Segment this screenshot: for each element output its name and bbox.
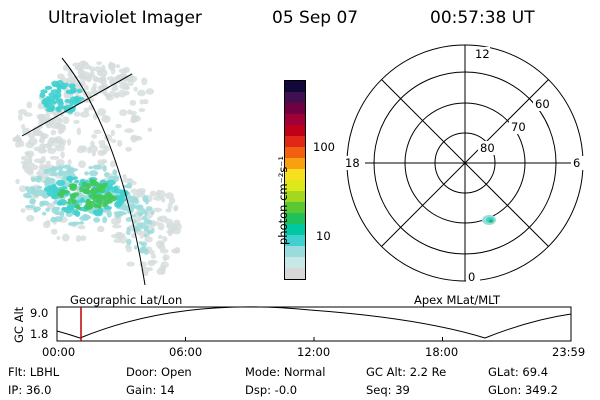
colorbar-segment [285, 202, 305, 213]
colorbar [284, 80, 306, 280]
polar-ring-70 [404, 102, 526, 224]
mlat-label-80: 80 [480, 141, 495, 155]
time-tick-0600: 06:00 [169, 345, 203, 359]
status-gain: Gain: 14 [126, 383, 175, 397]
colorbar-segment [285, 125, 305, 136]
colorbar-segment [285, 147, 305, 158]
altitude-curve [56, 306, 572, 339]
time-tick-2359: 23:59 [552, 345, 586, 359]
mlt-label-6: 6 [573, 156, 581, 170]
altitude-ytick-9: 9.0 [30, 306, 49, 320]
geographic-lat-lon-label: Geographic Lat/Lon [70, 293, 183, 307]
colorbar-segment [285, 180, 305, 191]
colorbar-segment [285, 81, 305, 92]
colorbar-unit-label: photon cm⁻²s⁻¹ [276, 156, 290, 245]
mlat-label-60: 60 [535, 97, 550, 111]
polar-ring-outer [346, 44, 584, 282]
geographic-latitude-line [21, 73, 133, 137]
observation-time: 00:57:38 UT [430, 8, 535, 28]
colorbar-segment [285, 224, 305, 235]
colorbar-segment [285, 191, 305, 202]
mlat-label-70: 70 [511, 120, 526, 134]
colorbar-segment [285, 169, 305, 180]
colorbar-segment [285, 213, 305, 224]
status-seq: Seq: 39 [366, 383, 410, 397]
colorbar-segment [285, 103, 305, 114]
colorbar-segment [285, 257, 305, 268]
auroral-emission-map [12, 60, 182, 277]
polar-diagonal-2 [381, 79, 549, 247]
polar-emission-spot [482, 215, 496, 225]
colorbar-segment [285, 136, 305, 147]
time-tick-1800: 18:00 [425, 345, 459, 359]
altitude-ytick-1-8: 1.8 [30, 327, 49, 341]
polar-ring-60 [373, 71, 557, 255]
observation-date: 05 Sep 07 [272, 8, 359, 28]
status-glat: GLat: 69.4 [488, 365, 549, 379]
status-glon: GLon: 349.2 [488, 383, 558, 397]
apex-mlat-mlt-label: Apex MLat/MLT [414, 293, 501, 307]
colorbar-segment [285, 246, 305, 257]
colorbar-segment [285, 114, 305, 125]
status-mode: Mode: Normal [245, 365, 326, 379]
time-tick-0000: 00:00 [42, 345, 76, 359]
colorbar-segment [285, 268, 305, 279]
altitude-ylabel: GC Alt [12, 306, 26, 343]
status-filter: Flt: LBHL [8, 365, 60, 379]
mlt-label-18: 18 [345, 156, 360, 170]
mlt-label-0: 0 [468, 270, 476, 284]
altitude-plot-frame [56, 306, 572, 342]
status-door: Door: Open [126, 365, 192, 379]
colorbar-tick-10: 10 [316, 229, 331, 243]
status-gc-alt: GC Alt: 2.2 Re [366, 365, 447, 379]
mlt-label-12: 12 [475, 47, 490, 61]
colorbar-tick-100: 100 [313, 140, 335, 154]
colorbar-segment [285, 158, 305, 169]
status-ip: IP: 36.0 [8, 383, 52, 397]
colorbar-segment [285, 92, 305, 103]
status-dsp: Dsp: -0.0 [245, 383, 298, 397]
time-tick-1200: 12:00 [297, 345, 331, 359]
colorbar-segment [285, 235, 305, 246]
polar-diagonal-1 [381, 79, 549, 247]
geographic-longitude-line [61, 57, 146, 286]
instrument-title: Ultraviolet Imager [48, 8, 202, 28]
